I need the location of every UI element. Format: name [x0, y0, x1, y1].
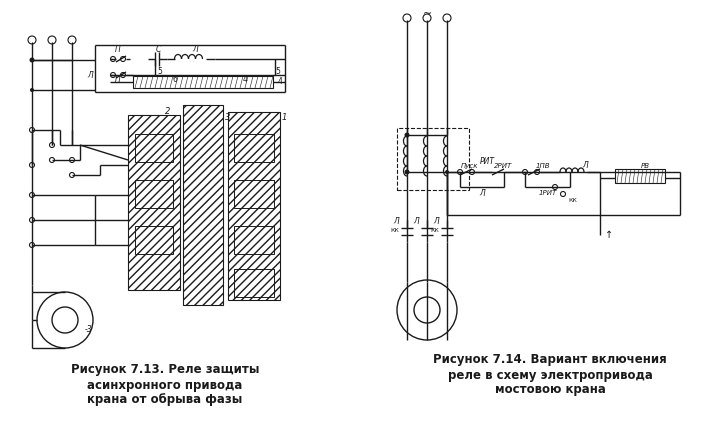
Text: ↑: ↑ — [605, 230, 613, 240]
Text: Л: Л — [192, 44, 198, 53]
Text: КК: КК — [569, 197, 577, 203]
Text: 6: 6 — [173, 76, 177, 85]
Bar — [234, 269, 274, 297]
Bar — [615, 169, 665, 183]
Bar — [133, 76, 273, 88]
Bar — [234, 226, 274, 254]
Circle shape — [423, 14, 431, 22]
Text: -3: -3 — [84, 326, 92, 335]
Text: Л: Л — [393, 218, 399, 227]
Circle shape — [552, 184, 557, 190]
Circle shape — [30, 218, 35, 222]
Circle shape — [50, 142, 55, 147]
Circle shape — [445, 170, 449, 174]
Circle shape — [70, 172, 74, 178]
Circle shape — [30, 58, 35, 62]
Text: 4: 4 — [243, 76, 248, 85]
Text: 2: 2 — [166, 108, 171, 117]
Bar — [228, 112, 280, 300]
Text: С: С — [156, 44, 161, 53]
Circle shape — [120, 56, 125, 61]
Circle shape — [48, 36, 56, 44]
Circle shape — [523, 169, 528, 175]
Text: Л: Л — [479, 188, 485, 197]
Text: П: П — [115, 44, 121, 53]
Circle shape — [443, 14, 451, 22]
Text: Л: Л — [87, 71, 93, 80]
Bar — [183, 105, 223, 305]
Text: Л: Л — [413, 218, 419, 227]
Bar — [397, 128, 469, 190]
Bar — [135, 134, 173, 162]
Text: 5: 5 — [158, 68, 163, 77]
Circle shape — [457, 169, 462, 175]
Circle shape — [30, 193, 35, 197]
Circle shape — [397, 280, 457, 340]
Text: КК: КК — [390, 227, 399, 233]
Text: РВ: РВ — [641, 163, 649, 169]
Circle shape — [405, 169, 410, 175]
Text: 5: 5 — [276, 68, 280, 77]
Text: П: П — [115, 76, 121, 85]
Bar — [135, 180, 173, 208]
Circle shape — [414, 297, 440, 323]
Text: КК: КК — [431, 227, 439, 233]
Circle shape — [405, 132, 410, 138]
Text: Пуск: Пуск — [462, 163, 479, 169]
Text: 4: 4 — [278, 77, 282, 86]
Circle shape — [30, 88, 34, 92]
Text: 2РИТ: 2РИТ — [494, 163, 512, 169]
Circle shape — [30, 243, 35, 248]
Bar — [128, 115, 180, 290]
Text: Рисунок 7.13. Реле защиты
асинхронного привода
крана от обрыва фазы: Рисунок 7.13. Реле защиты асинхронного п… — [71, 363, 259, 406]
Bar — [135, 226, 173, 254]
Text: Л: Л — [433, 218, 439, 227]
Text: 3: 3 — [225, 114, 230, 123]
Text: РИТ: РИТ — [480, 157, 495, 166]
Circle shape — [120, 73, 125, 77]
Circle shape — [560, 191, 565, 197]
Circle shape — [30, 163, 35, 168]
Bar — [234, 180, 274, 208]
Circle shape — [50, 157, 55, 163]
Text: Рисунок 7.14. Вариант включения
реле в схему электропривода
мостовою крана: Рисунок 7.14. Вариант включения реле в с… — [433, 353, 667, 396]
Circle shape — [534, 169, 539, 175]
Circle shape — [52, 307, 78, 333]
Circle shape — [403, 14, 411, 22]
Text: 1ПВ: 1ПВ — [536, 163, 550, 169]
Circle shape — [68, 36, 76, 44]
Circle shape — [28, 36, 36, 44]
Circle shape — [110, 73, 115, 77]
Circle shape — [469, 169, 474, 175]
Text: 1: 1 — [282, 114, 287, 123]
Circle shape — [70, 157, 74, 163]
Text: ~: ~ — [423, 9, 431, 19]
Bar — [234, 134, 274, 162]
Circle shape — [110, 56, 115, 61]
Text: Л: Л — [582, 162, 588, 171]
Circle shape — [30, 128, 35, 132]
Circle shape — [37, 292, 93, 348]
Text: 1РИТ: 1РИТ — [539, 190, 557, 196]
